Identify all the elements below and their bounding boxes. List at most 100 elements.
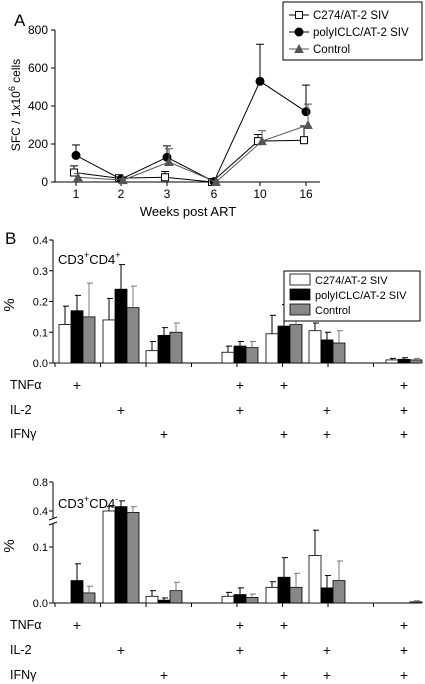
title-sup: + xyxy=(84,494,89,504)
legend-swatch xyxy=(289,273,311,286)
y-tick-label: 0.4 xyxy=(33,235,48,247)
bar xyxy=(102,510,116,604)
bar xyxy=(126,307,140,364)
y-tick-label: 0.1 xyxy=(33,327,48,339)
x-axis-label: Weeks post ART xyxy=(140,204,236,219)
panel-title: CD3+CD4+ xyxy=(58,250,121,267)
series-line xyxy=(75,80,307,183)
title-sup: - xyxy=(115,494,118,504)
x-tick-label: 10 xyxy=(253,187,267,201)
bar xyxy=(70,310,84,364)
bar xyxy=(332,342,346,364)
y-tick-label: 600 xyxy=(28,61,48,75)
legend-swatch xyxy=(289,303,311,316)
bar xyxy=(82,316,96,364)
cytokine-plus: + xyxy=(400,426,408,442)
y-tick-label: 800 xyxy=(28,23,48,37)
bar xyxy=(397,358,411,364)
bar xyxy=(114,288,128,364)
series-line xyxy=(77,124,309,183)
panel-a: A 0 200 400 600 800 1 2 3 6 10 16 Weeks post ART SFC … xyxy=(7,1,423,219)
panel-title: CD3+CD4- xyxy=(58,494,118,511)
y-tick-label: 0.8 xyxy=(33,477,48,489)
data-point xyxy=(70,168,78,177)
bar xyxy=(265,586,279,604)
data-point xyxy=(301,107,311,117)
title-text: CD3 xyxy=(58,252,84,267)
bar xyxy=(169,331,183,364)
cytokine-plus: + xyxy=(280,617,288,633)
legend-swatch xyxy=(289,288,311,301)
title-text: CD4 xyxy=(89,496,115,511)
cytokine-plus: + xyxy=(280,377,288,393)
cytokine-plus: + xyxy=(400,377,408,393)
data-point xyxy=(255,76,265,86)
legend-label: Control xyxy=(315,305,350,317)
cytokine-plus: + xyxy=(400,667,408,683)
bar xyxy=(332,580,346,604)
y-tick-label: 0.3 xyxy=(33,266,48,278)
bar xyxy=(145,595,159,604)
legend-label: C274/AT-2 SIV xyxy=(313,10,389,22)
bar xyxy=(70,580,84,604)
bar xyxy=(221,351,235,364)
cytokine-plus: + xyxy=(323,426,331,442)
cytokine-plus: + xyxy=(117,402,125,418)
title-text: CD4 xyxy=(89,252,115,267)
data-point xyxy=(300,136,308,145)
y-tick-label: 400 xyxy=(28,99,48,113)
bar xyxy=(289,324,303,364)
title-text: CD3 xyxy=(58,496,84,511)
x-tick-label: 6 xyxy=(211,187,218,201)
y-axis-label: % xyxy=(1,298,18,311)
cytokine-plus: + xyxy=(160,667,168,683)
bar xyxy=(157,334,171,364)
data-point xyxy=(71,150,81,160)
cytokine-label: IFNγ xyxy=(10,668,37,682)
panel-letter: A xyxy=(14,11,26,30)
data-point xyxy=(303,119,313,129)
cytokine-plus: + xyxy=(236,642,244,658)
x-tick-label: 16 xyxy=(299,187,313,201)
data-point xyxy=(118,175,128,185)
bar xyxy=(145,350,159,364)
legend-label: polyICLC/AT-2 SIV xyxy=(313,27,409,39)
cytokine-plus: + xyxy=(236,617,244,633)
data-point xyxy=(211,176,221,186)
bar xyxy=(320,587,334,604)
bar xyxy=(277,576,291,604)
legend-label: polyICLC/AT-2 SIV xyxy=(315,290,407,302)
y-tick-label: 200 xyxy=(28,137,48,151)
y-tick-label: 0.1 xyxy=(33,542,48,554)
series-line xyxy=(73,139,305,183)
cytokine-plus: + xyxy=(236,377,244,393)
y-tick-label: 0.0 xyxy=(33,358,48,370)
bar xyxy=(277,325,291,364)
cytokine-plus: + xyxy=(73,617,81,633)
x-tick-label: 1 xyxy=(73,187,80,201)
y-tick-label: 0.0 xyxy=(33,598,48,610)
cytokine-label: IL-2 xyxy=(10,643,32,657)
cytokine-label: TNFα xyxy=(10,378,42,392)
panel-letter: B xyxy=(5,229,16,248)
data-point xyxy=(73,172,83,182)
legend-label: Control xyxy=(313,44,350,56)
bar xyxy=(265,333,279,364)
cytokine-plus: + xyxy=(400,402,408,418)
cytokine-plus: + xyxy=(160,426,168,442)
title-sup: + xyxy=(115,250,120,260)
y-axis-label-text: SFC / 1x10 xyxy=(9,91,23,151)
bar xyxy=(233,345,247,364)
y-axis-label: % xyxy=(1,539,18,552)
bar xyxy=(409,359,423,364)
cytokine-plus: + xyxy=(323,402,331,418)
cytokine-plus: + xyxy=(280,667,288,683)
y-axis-label-sup: 6 xyxy=(7,86,17,91)
bar xyxy=(126,512,140,604)
axis-break-mark xyxy=(48,516,58,521)
y-axis-label-suffix: cells xyxy=(9,59,23,86)
bar xyxy=(82,592,96,604)
panel-b-cd4-negative: 0.00.10.40.8%CD3+CD4-TNFα + + + +IL-2 + + + +IFN… xyxy=(1,477,423,683)
bar xyxy=(221,595,235,604)
